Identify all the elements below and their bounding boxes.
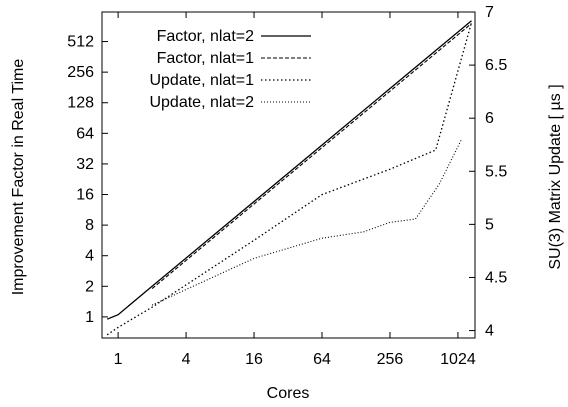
plot-frame bbox=[101, 11, 476, 339]
y-tick-label: 2 bbox=[85, 278, 94, 295]
y-tick-label: 256 bbox=[67, 64, 94, 81]
legend-label-4: Update, nlat=2 bbox=[149, 94, 254, 111]
x-tick-label: 4 bbox=[182, 351, 191, 368]
x-tick-label: 256 bbox=[377, 351, 404, 368]
y2-tick-label: 7 bbox=[485, 4, 494, 21]
y2-tick-label: 6.5 bbox=[485, 57, 507, 74]
ticks-layer: 1 4 16 64 256 1024 1 2 4 8 16 32 64 128 256 512 4 4.5 5 5.5… bbox=[67, 4, 507, 368]
series-layer bbox=[106, 20, 473, 336]
x-tick-label: 1 bbox=[114, 351, 123, 368]
legend: Factor, nlat=2 Factor, nlat=1 Update, nlat… bbox=[149, 28, 311, 111]
series-line-1 bbox=[106, 20, 472, 320]
y-tick-label: 512 bbox=[67, 34, 94, 51]
y-tick-label: 32 bbox=[76, 156, 94, 173]
legend-label-3: Update, nlat=1 bbox=[149, 72, 254, 89]
x-tick-label: 1024 bbox=[440, 351, 476, 368]
y-tick-label: 1 bbox=[85, 309, 94, 326]
y-tick-label: 128 bbox=[67, 95, 94, 112]
legend-label-1: Factor, nlat=2 bbox=[157, 28, 254, 45]
y2-tick-label: 5.5 bbox=[485, 163, 507, 180]
y2-tick-label: 4.5 bbox=[485, 269, 507, 286]
y-tick-label: 4 bbox=[85, 248, 94, 265]
y-axis-title: Improvement Factor in Real Time bbox=[10, 59, 27, 296]
y-tick-label: 16 bbox=[76, 187, 94, 204]
y-tick-label: 8 bbox=[85, 217, 94, 234]
series-line-2 bbox=[151, 23, 472, 290]
legend-label-2: Factor, nlat=1 bbox=[157, 50, 254, 67]
y2-axis-title: SU(3) Matrix Update [ µs ] bbox=[547, 84, 564, 269]
y2-tick-label: 4 bbox=[485, 323, 494, 340]
x-axis-title: Cores bbox=[267, 385, 310, 402]
series-line-4 bbox=[151, 139, 462, 306]
x-tick-label: 64 bbox=[313, 351, 331, 368]
x-tick-label: 16 bbox=[245, 351, 263, 368]
y2-tick-label: 6 bbox=[485, 110, 494, 127]
y-tick-label: 64 bbox=[76, 125, 94, 142]
y2-tick-label: 5 bbox=[485, 216, 494, 233]
